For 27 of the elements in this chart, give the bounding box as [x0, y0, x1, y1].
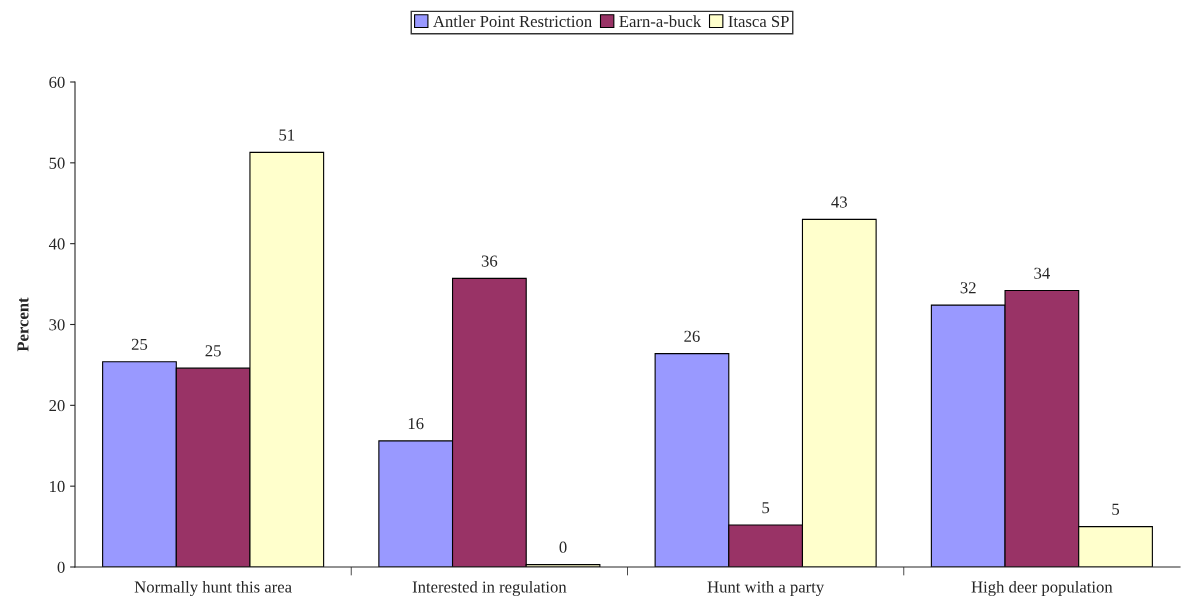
- y-tick-label: 20: [49, 400, 65, 412]
- y-tick-label: 30: [49, 319, 65, 331]
- data-label: 34: [1034, 267, 1050, 279]
- x-tick-label: High deer population: [971, 580, 1113, 597]
- legend-label: Antler Point Restriction: [433, 15, 592, 28]
- x-tick-label: Interested in regulation: [412, 580, 567, 597]
- data-label: 25: [205, 345, 221, 357]
- data-label: 32: [960, 282, 976, 294]
- data-label: 43: [831, 196, 847, 208]
- legend-label: Itasca SP: [728, 15, 789, 28]
- y-tick-label: 10: [50, 480, 65, 493]
- legend-label: Earn-a-buck: [619, 15, 702, 28]
- y-tick-label: 60: [49, 76, 65, 88]
- x-tick-label: Normally hunt this area: [134, 580, 292, 597]
- x-tick-label: Hunt with a party: [707, 580, 825, 597]
- data-label: 0: [559, 541, 567, 553]
- data-label: 36: [481, 255, 498, 267]
- data-label: 16: [408, 417, 424, 430]
- y-tick-label: 50: [49, 157, 65, 169]
- data-label: 5: [762, 502, 770, 514]
- data-label: 51: [279, 129, 295, 141]
- data-label: 26: [684, 330, 700, 342]
- y-tick-label: 0: [57, 561, 65, 573]
- data-label: 5: [1112, 503, 1120, 515]
- y-tick-label: 40: [48, 238, 65, 250]
- y-axis-title: Percent: [17, 297, 29, 352]
- data-label: 25: [131, 338, 148, 350]
